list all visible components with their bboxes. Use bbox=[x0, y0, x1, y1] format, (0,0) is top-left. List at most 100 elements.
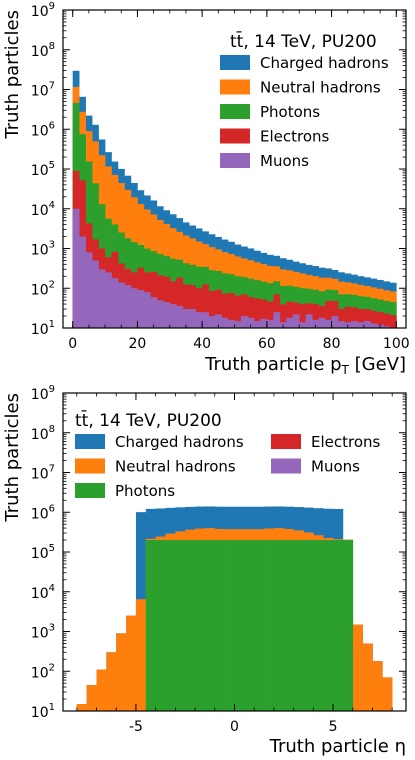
histogram-bin bbox=[96, 669, 107, 711]
histogram-bin bbox=[273, 540, 285, 711]
plot-area bbox=[76, 506, 393, 711]
x-tick-label: 40 bbox=[193, 336, 211, 352]
histogram-bin bbox=[176, 277, 184, 328]
histogram-bin bbox=[333, 540, 344, 711]
histogram-bin bbox=[105, 272, 112, 328]
y-tick-label: 102 bbox=[31, 279, 55, 298]
histogram-bin bbox=[175, 540, 186, 711]
histogram-bin bbox=[215, 289, 222, 328]
histogram-bin bbox=[247, 317, 255, 328]
histogram-bin bbox=[357, 322, 365, 328]
histogram-bin bbox=[130, 288, 138, 328]
legend-swatch bbox=[220, 153, 250, 168]
legend-label: Muons bbox=[311, 458, 360, 476]
histogram-bin bbox=[92, 260, 99, 328]
histogram-bin bbox=[182, 284, 190, 328]
histogram-bin bbox=[357, 309, 365, 328]
histogram-bin bbox=[292, 314, 300, 328]
histogram-bin bbox=[264, 540, 275, 711]
histogram-bin bbox=[214, 540, 225, 711]
histogram-bin bbox=[350, 307, 358, 328]
histogram-bin bbox=[318, 317, 326, 328]
process-label: tt̄, 14 TeV, PU200 bbox=[75, 409, 222, 431]
histogram-bin bbox=[312, 304, 319, 328]
histogram-bin bbox=[137, 290, 145, 328]
histogram-bin bbox=[286, 301, 294, 328]
series-photons bbox=[145, 540, 354, 711]
histogram-bin bbox=[79, 236, 86, 328]
histogram-bin bbox=[72, 208, 80, 328]
y-tick-label: 104 bbox=[31, 200, 55, 219]
histogram-bin bbox=[338, 321, 345, 328]
histogram-bin bbox=[169, 304, 177, 328]
chart-panel-1: 101 102 103 104 105 106 107 108 109 0 20 40 60 80 100 T… bbox=[2, 1, 410, 377]
y-tick-label: 103 bbox=[31, 240, 55, 259]
histogram-bin bbox=[215, 314, 222, 328]
x-tick-label: 5 bbox=[329, 719, 338, 735]
histogram-bin bbox=[195, 540, 206, 711]
legend-swatch bbox=[271, 434, 301, 449]
histogram-bin bbox=[389, 315, 397, 328]
legend-label: Charged hadrons bbox=[260, 54, 389, 72]
histogram-bin bbox=[244, 540, 255, 711]
legend-item: Muons bbox=[220, 152, 309, 170]
x-axis-label: Truth particle pT [GeV] bbox=[204, 354, 406, 377]
x-tick-label: 0 bbox=[230, 719, 239, 735]
histogram-bin bbox=[293, 540, 304, 711]
plot-area bbox=[72, 70, 397, 328]
legend-label: Photons bbox=[260, 103, 320, 121]
y-tick-label: 107 bbox=[31, 464, 55, 483]
histogram-bin bbox=[224, 540, 235, 711]
histogram-bin bbox=[126, 615, 137, 711]
histogram-bin bbox=[86, 685, 97, 711]
legend-label: Muons bbox=[260, 152, 309, 170]
legend-swatch bbox=[271, 458, 301, 474]
y-tick-label: 105 bbox=[31, 543, 55, 562]
histogram-bin bbox=[228, 292, 235, 328]
x-axis-label: Truth particle η bbox=[269, 736, 406, 757]
legend-swatch bbox=[220, 79, 250, 95]
y-tick-label: 101 bbox=[31, 319, 55, 338]
histogram-bin bbox=[372, 661, 383, 711]
histogram-bin bbox=[228, 319, 235, 328]
legend-item: Charged hadrons bbox=[75, 433, 244, 451]
histogram-bin bbox=[208, 291, 216, 328]
y-tick-label: 109 bbox=[31, 384, 55, 403]
legend-item: Muons bbox=[271, 458, 360, 476]
histogram-bin bbox=[273, 294, 281, 328]
histogram-bin bbox=[325, 319, 332, 328]
y-tick-label: 108 bbox=[31, 424, 55, 443]
legend-label: Charged hadrons bbox=[115, 433, 244, 451]
histogram-bin bbox=[266, 319, 274, 328]
y-tick-label: 109 bbox=[31, 1, 55, 20]
histogram-bin bbox=[195, 288, 203, 328]
histogram-bin bbox=[234, 295, 242, 328]
histogram-bin bbox=[299, 304, 306, 328]
histogram-bin bbox=[76, 704, 87, 711]
histogram-bin bbox=[344, 306, 352, 328]
legend: Charged hadrons Electrons Neutral hadrons M… bbox=[75, 433, 381, 500]
y-tick-label: 103 bbox=[31, 623, 55, 642]
histogram-bin bbox=[331, 300, 339, 328]
y-tick-label: 104 bbox=[31, 583, 55, 602]
histogram-bin bbox=[305, 314, 313, 328]
series-muons bbox=[72, 208, 391, 328]
histogram-bin bbox=[376, 312, 384, 328]
histogram-bin bbox=[189, 285, 196, 328]
process-label: tt̄, 14 TeV, PU200 bbox=[230, 30, 377, 52]
histogram-bin bbox=[155, 540, 166, 711]
legend-label: Neutral hadrons bbox=[260, 79, 381, 97]
histogram-bin bbox=[382, 677, 393, 711]
histogram-bin bbox=[240, 294, 248, 328]
x-tick-label: 80 bbox=[323, 336, 341, 352]
legend-label: Photons bbox=[115, 482, 175, 500]
histogram-bin bbox=[318, 305, 326, 328]
y-axis-label: Truth particles bbox=[2, 393, 23, 523]
legend-item: Electrons bbox=[220, 128, 330, 146]
histogram-bin bbox=[165, 540, 176, 711]
legend-item: Neutral hadrons bbox=[220, 79, 381, 97]
histogram-bin bbox=[342, 540, 354, 711]
legend-label: Neutral hadrons bbox=[115, 458, 236, 476]
legend-item: Neutral hadrons bbox=[75, 458, 236, 476]
